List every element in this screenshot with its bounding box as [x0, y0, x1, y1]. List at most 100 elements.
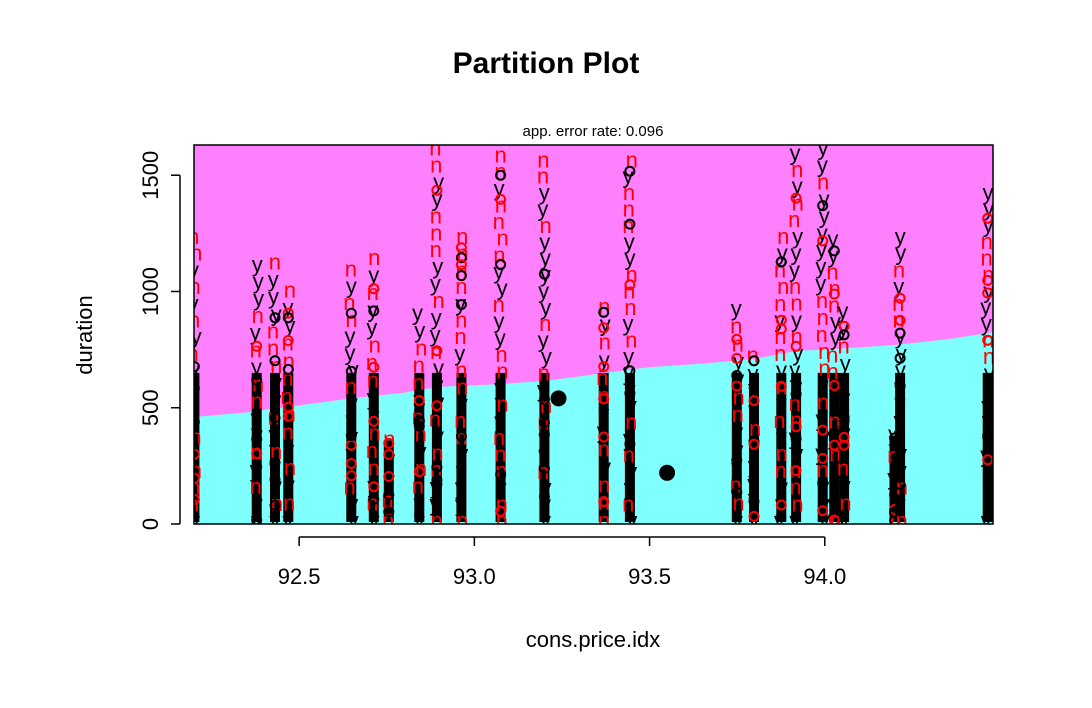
- class-label-n: n: [789, 274, 801, 299]
- class-label-n: n: [430, 237, 442, 262]
- class-label-y: y: [983, 492, 994, 517]
- observation-point: [282, 401, 294, 413]
- observation-point: [368, 305, 380, 317]
- class-label-y: y: [455, 475, 466, 500]
- class-label-n: n: [367, 368, 379, 393]
- observation-point: [383, 489, 395, 501]
- class-label-y: y: [894, 408, 905, 433]
- class-label-y: y: [819, 203, 830, 228]
- observation-point: [894, 327, 906, 339]
- class-label-n: n: [267, 336, 279, 361]
- class-label-y: y: [777, 475, 788, 500]
- class-label-y: y: [731, 455, 742, 480]
- class-label-n: n: [496, 359, 508, 384]
- observation-point: [368, 361, 380, 373]
- class-label-y: y: [368, 263, 379, 288]
- class-label-y: y: [774, 508, 785, 533]
- class-label-y: y: [494, 309, 505, 334]
- observation-point: [982, 274, 993, 286]
- observation-point: [748, 510, 760, 522]
- class-label-y: y: [731, 296, 742, 321]
- class-label-n: n: [818, 356, 830, 381]
- class-label-y: y: [345, 324, 356, 349]
- observation-point: [790, 340, 802, 352]
- class-label-n: n: [496, 392, 508, 417]
- class-label-y: y: [815, 271, 826, 296]
- chart-title: Partition Plot: [453, 47, 640, 80]
- observation-point: [838, 431, 850, 443]
- y-tick-label: 0: [138, 518, 163, 530]
- class-label-y: y: [540, 262, 551, 287]
- observation-point: [731, 486, 743, 498]
- class-label-y: y: [413, 491, 424, 516]
- class-label-n: n: [625, 328, 637, 353]
- class-label-n: n: [429, 407, 441, 432]
- class-label-n: n: [774, 291, 786, 316]
- class-label-y: y: [895, 391, 906, 416]
- class-label-y: y: [282, 508, 293, 533]
- class-label-y: y: [538, 442, 549, 467]
- class-label-y: y: [268, 267, 279, 292]
- observation-point: [598, 361, 610, 373]
- class-label-n: n: [432, 288, 444, 313]
- class-label-n: n: [788, 207, 800, 232]
- class-label-y: y: [748, 490, 759, 515]
- class-label-y: y: [817, 220, 828, 245]
- class-label-n: n: [455, 425, 467, 450]
- observation-point: [538, 417, 550, 429]
- class-label-y: y: [837, 368, 848, 393]
- class-label-y: y: [369, 403, 380, 428]
- class-label-y: y: [819, 186, 830, 211]
- class-label-y: y: [748, 379, 759, 404]
- class-label-y: y: [494, 176, 505, 201]
- point-cluster: [839, 372, 850, 522]
- class-label-n: n: [537, 147, 549, 172]
- point-cluster: [749, 372, 759, 522]
- class-label-y: y: [819, 491, 830, 516]
- class-label-y: y: [792, 441, 803, 466]
- class-label-n: n: [493, 292, 505, 317]
- class-label-y: y: [815, 254, 826, 279]
- class-label-n: n: [495, 192, 507, 217]
- class-label-y: y: [838, 316, 849, 341]
- observation-point: [624, 387, 636, 399]
- point-cluster: [776, 372, 787, 522]
- observation-point: [251, 374, 263, 386]
- observation-point: [775, 499, 787, 511]
- observation-point: [538, 462, 550, 474]
- class-label-y: y: [789, 508, 800, 533]
- class-label-n: n: [749, 416, 761, 441]
- class-label-y: y: [431, 305, 442, 330]
- class-label-y: y: [250, 320, 261, 345]
- y-tick-label: 1000: [138, 267, 163, 316]
- class-label-y: y: [367, 298, 378, 323]
- observation-point: [748, 438, 760, 450]
- class-label-n: n: [538, 360, 550, 385]
- class-label-n: n: [430, 153, 442, 178]
- class-label-y: y: [457, 391, 468, 416]
- class-label-y: y: [432, 254, 443, 279]
- class-label-y: y: [792, 224, 803, 249]
- class-label-y: y: [830, 309, 841, 334]
- class-label-n: n: [623, 180, 635, 205]
- observation-point: [269, 474, 281, 485]
- observation-point: [251, 340, 263, 352]
- observation-point: [431, 474, 443, 486]
- class-label-y: y: [541, 475, 552, 500]
- observation-point: [731, 370, 743, 381]
- class-label-y: y: [747, 471, 758, 496]
- observation-point: [838, 439, 850, 451]
- class-label-y: y: [982, 410, 993, 435]
- class-label-y: y: [494, 408, 505, 433]
- class-label-y: y: [600, 454, 611, 479]
- plot-frame: [193, 144, 994, 525]
- observation-point: [383, 506, 395, 518]
- class-label-y: y: [893, 274, 904, 299]
- class-label-y: y: [456, 458, 467, 483]
